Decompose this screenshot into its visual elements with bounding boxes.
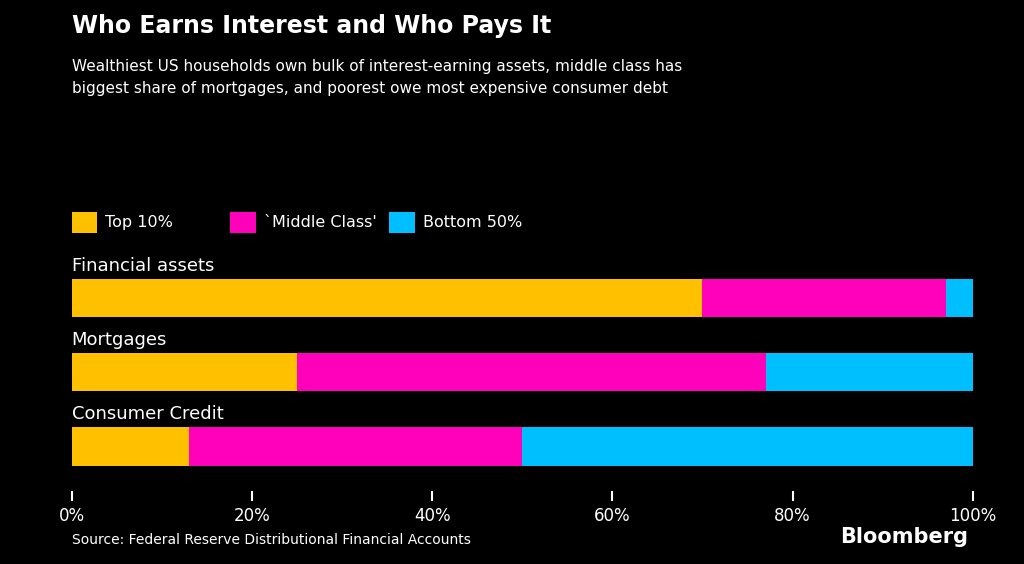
Text: Source: Federal Reserve Distributional Financial Accounts: Source: Federal Reserve Distributional F… — [72, 533, 471, 547]
Text: Consumer Credit: Consumer Credit — [72, 406, 223, 424]
Text: Bottom 50%: Bottom 50% — [423, 215, 522, 230]
Bar — [72, 279, 702, 318]
Bar — [766, 353, 973, 391]
Text: Mortgages: Mortgages — [72, 331, 167, 349]
Text: `Middle Class': `Middle Class' — [264, 215, 377, 230]
Bar — [522, 427, 973, 465]
Bar — [188, 427, 522, 465]
Bar — [702, 279, 946, 318]
Bar — [297, 353, 766, 391]
Text: Wealthiest US households own bulk of interest-earning assets, middle class has
b: Wealthiest US households own bulk of int… — [72, 59, 682, 96]
Text: Bloomberg: Bloomberg — [840, 527, 968, 547]
Bar — [72, 427, 188, 465]
Text: Financial assets: Financial assets — [72, 257, 214, 275]
Text: Who Earns Interest and Who Pays It: Who Earns Interest and Who Pays It — [72, 14, 551, 38]
Text: Top 10%: Top 10% — [105, 215, 173, 230]
Bar — [72, 353, 297, 391]
Bar — [946, 279, 973, 318]
